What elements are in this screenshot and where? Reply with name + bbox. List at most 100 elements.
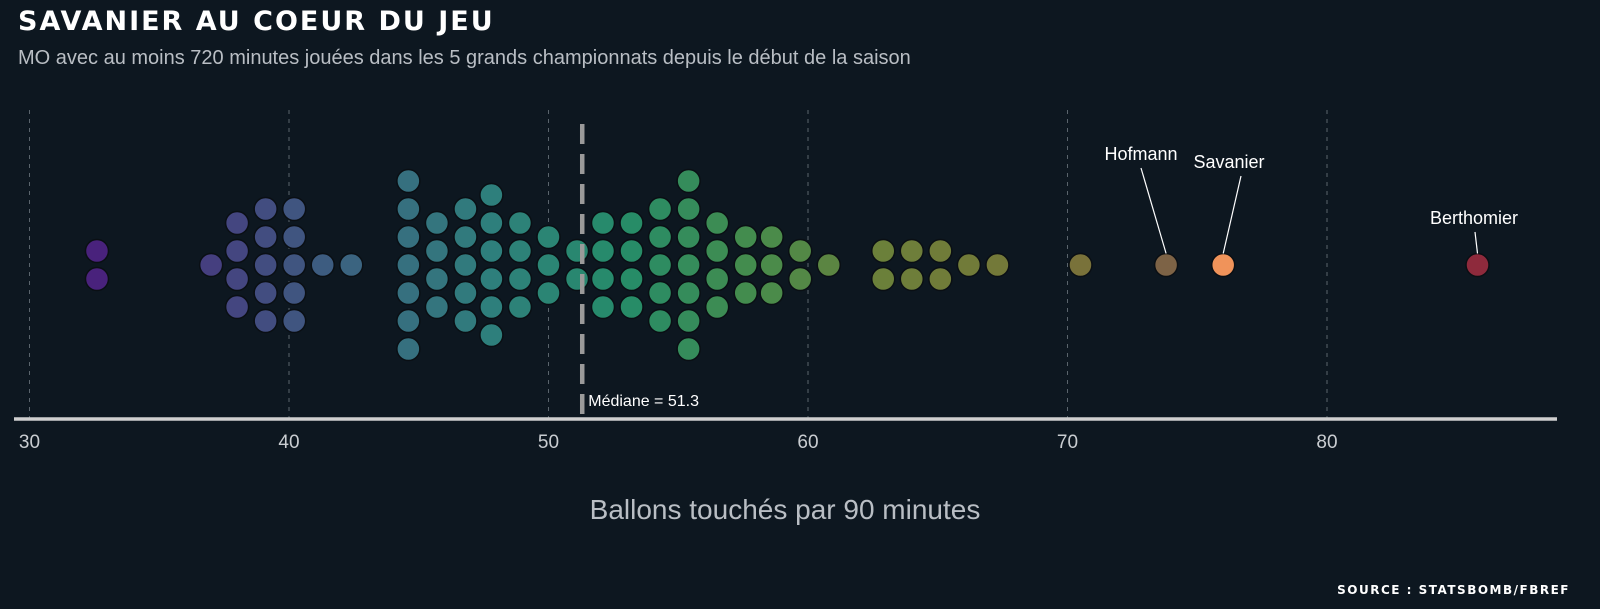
x-axis: 30 40 50 60 70 80 Ballons touchés par 90 minut…	[14, 417, 1557, 525]
data-point	[253, 224, 278, 250]
data-point	[816, 252, 842, 278]
data-point	[676, 252, 701, 278]
data-point	[564, 266, 590, 292]
data-point	[396, 196, 421, 222]
data-point	[704, 238, 730, 264]
data-point	[507, 210, 533, 236]
source-note: SOURCE : STATSBOMB/FBREF	[1337, 583, 1570, 597]
data-point	[396, 252, 421, 278]
data-point	[453, 224, 478, 250]
median-marker: Médiane = 51.3	[579, 124, 699, 415]
x-tick-label: 30	[19, 432, 40, 453]
annotation-line-savanier	[1222, 175, 1242, 254]
data-point	[396, 336, 421, 362]
data-point	[759, 224, 784, 250]
data-point	[453, 196, 478, 222]
data-point	[479, 182, 504, 208]
data-point	[733, 252, 758, 278]
data-point	[676, 336, 701, 362]
data-point	[871, 238, 896, 264]
data-point	[564, 238, 590, 264]
median-label: Médiane = 51.3	[588, 393, 699, 410]
data-point	[281, 308, 307, 334]
data-point	[590, 294, 616, 320]
x-tick-label: 50	[538, 432, 559, 453]
data-point	[928, 266, 953, 292]
data-point	[453, 252, 478, 278]
data-point	[453, 280, 478, 306]
data-point	[619, 210, 644, 236]
data-point	[479, 322, 504, 348]
data-point	[84, 266, 110, 292]
data-point	[928, 238, 953, 264]
data-point	[536, 280, 561, 306]
data-point	[424, 294, 450, 320]
data-point	[224, 266, 250, 292]
annotation-label-berthomier: Berthomier	[1430, 208, 1518, 228]
data-point	[590, 210, 616, 236]
data-point	[224, 210, 250, 236]
data-point	[590, 266, 616, 292]
data-point	[396, 308, 421, 334]
data-point	[424, 210, 450, 236]
data-point	[396, 168, 421, 194]
x-tick-label: 40	[278, 432, 299, 453]
data-point	[704, 210, 730, 236]
data-point	[676, 196, 701, 222]
chart-title: SAVANIER AU COEUR DU JEU	[18, 6, 495, 37]
data-point	[956, 252, 982, 278]
data-point-berthomier	[1465, 252, 1490, 278]
data-point	[619, 266, 644, 292]
data-point	[676, 280, 701, 306]
data-point	[704, 266, 730, 292]
annotation-line-berthomier	[1474, 231, 1479, 254]
data-point	[733, 280, 758, 306]
data-points	[84, 168, 1490, 362]
data-point	[424, 238, 450, 264]
data-point	[647, 252, 673, 278]
data-point	[281, 252, 307, 278]
data-point	[676, 308, 701, 334]
x-axis-title: Ballons touchés par 90 minutes	[590, 494, 981, 525]
data-point	[281, 224, 307, 250]
chart-subtitle: MO avec au moins 720 minutes jouées dans…	[18, 47, 911, 69]
data-point	[536, 224, 561, 250]
data-point	[619, 294, 644, 320]
annotation-line-hofmann	[1140, 167, 1167, 254]
x-tick-label: 80	[1316, 432, 1337, 453]
data-point	[759, 252, 784, 278]
data-point	[647, 196, 673, 222]
data-point	[253, 196, 278, 222]
data-point	[396, 280, 421, 306]
data-point	[871, 266, 896, 292]
x-tick-label: 70	[1057, 432, 1078, 453]
data-point	[676, 168, 701, 194]
data-point	[84, 238, 110, 264]
data-point	[647, 224, 673, 250]
data-point	[1068, 252, 1093, 278]
data-point-hofmann	[1153, 252, 1179, 278]
x-tick-label: 60	[797, 432, 818, 453]
data-point	[619, 238, 644, 264]
data-point	[985, 252, 1010, 278]
data-point	[453, 308, 478, 334]
data-point	[479, 210, 504, 236]
data-point	[253, 280, 278, 306]
data-point	[479, 266, 504, 292]
player-annotations: Hofmann Savanier Berthomier	[1104, 144, 1518, 254]
data-point	[647, 308, 673, 334]
data-point	[590, 238, 616, 264]
data-point	[198, 252, 224, 278]
data-point	[899, 238, 925, 264]
data-point	[507, 266, 533, 292]
annotation-label-savanier: Savanier	[1193, 152, 1264, 172]
data-point	[899, 266, 925, 292]
data-point	[704, 294, 730, 320]
data-point	[676, 224, 701, 250]
data-point	[224, 294, 250, 320]
data-point	[536, 252, 561, 278]
data-point	[759, 280, 784, 306]
data-point	[507, 238, 533, 264]
